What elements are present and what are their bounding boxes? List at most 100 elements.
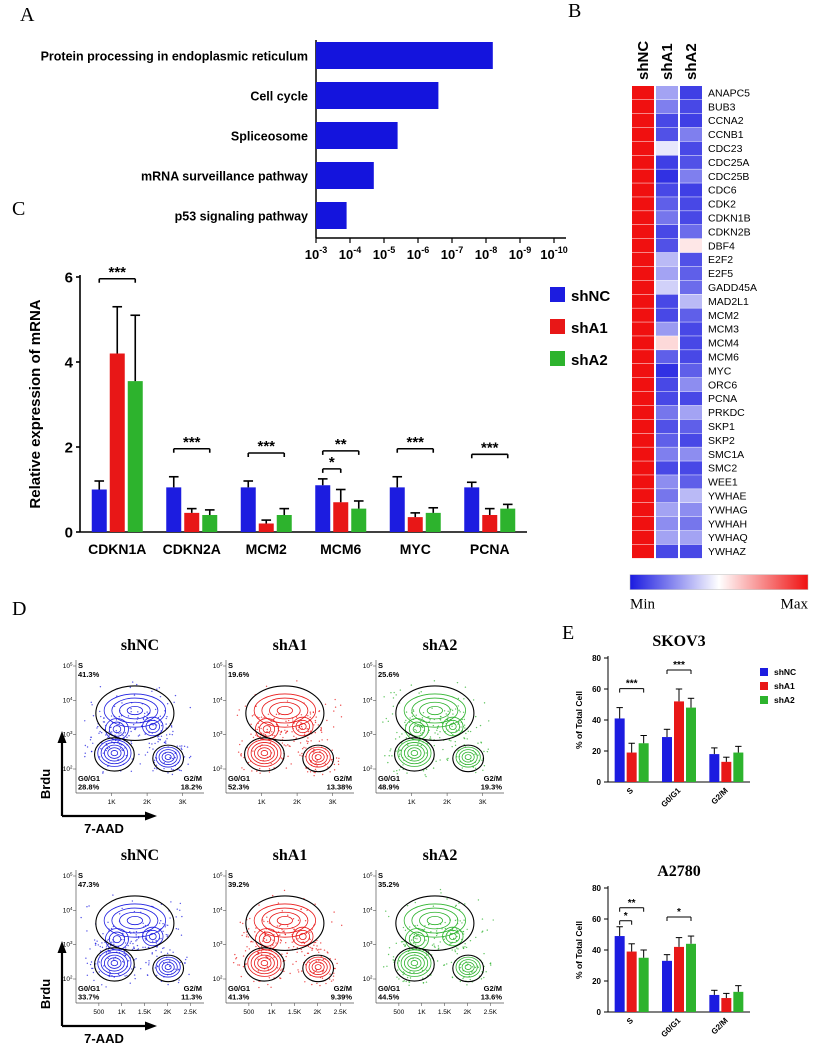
bar-shNC xyxy=(240,487,256,532)
heatmap-row: YWHAE xyxy=(632,489,747,503)
g0g1-gate-label: G0/G1 xyxy=(78,984,100,993)
sig-stars: *** xyxy=(183,434,201,451)
sig-stars: * xyxy=(329,454,335,471)
category-label: PCNA xyxy=(470,541,510,557)
category-label: CDKN2A xyxy=(163,541,221,557)
heatmap-row: CDK2 xyxy=(632,197,736,211)
heatmap-row: YWHAG xyxy=(632,503,748,517)
flow-y-tick-label: 102 xyxy=(63,765,73,774)
flow-y-tick-label: 105 xyxy=(63,662,73,671)
x-tick-label: 10-9 xyxy=(509,245,531,262)
legend-swatch-shA1 xyxy=(760,682,768,690)
panel-a-label: A xyxy=(20,4,35,26)
heatmap-cell xyxy=(656,461,678,475)
gene-label: YWHAH xyxy=(708,518,747,530)
y-tick-label: 4 xyxy=(65,354,74,371)
gene-label: YWHAE xyxy=(708,491,747,503)
gene-label: MCM2 xyxy=(708,310,739,322)
flow-y-tick-label: 103 xyxy=(363,730,373,739)
heatmap-cell xyxy=(632,169,654,183)
heatmap-cell xyxy=(656,308,678,322)
y-tick-label: 0 xyxy=(65,524,73,541)
bar-shA1 xyxy=(109,353,125,532)
bar-shNC xyxy=(662,960,672,1012)
scatter-dots xyxy=(232,889,343,989)
gene-label: MCM6 xyxy=(708,352,739,364)
s-gate-percent: 35.2% xyxy=(378,880,400,889)
heatmap-row: E2F5 xyxy=(632,266,733,281)
heatmap-cell xyxy=(656,405,678,420)
gene-label: SMC2 xyxy=(708,463,737,475)
heatmap-cell xyxy=(656,169,678,183)
heatmap-cell xyxy=(656,280,678,294)
legend-swatch-shNC xyxy=(550,287,565,302)
category-label: MCM2 xyxy=(246,541,287,557)
heatmap-column-header: shNC xyxy=(635,41,652,80)
flow-y-axis-label: Brdu xyxy=(38,769,53,799)
heatmap-cell xyxy=(632,252,654,267)
heatmap-row: PCNA xyxy=(632,391,737,405)
flow-x-tick-label: 3K xyxy=(329,799,338,806)
bar-shA1 xyxy=(626,752,637,782)
bar-shA1 xyxy=(626,951,637,1012)
flow-plot-title: shA2 xyxy=(423,847,458,864)
heatmap-cell xyxy=(656,475,678,489)
bar-shA2 xyxy=(202,515,218,532)
g2m-gate-percent: 9.39% xyxy=(331,993,353,1002)
g2m-gate-percent: 19.3% xyxy=(481,783,503,792)
panel-d-label: D xyxy=(12,598,27,620)
y-tick-label: 40 xyxy=(592,716,601,725)
heatmap-cell xyxy=(680,461,702,475)
heatmap-cell xyxy=(680,489,702,503)
g2m-gate-label: G2/M xyxy=(334,984,352,993)
flow-x-tick-label: 2K xyxy=(443,799,452,806)
heatmap-cell xyxy=(632,238,654,253)
s-gate-label: S xyxy=(378,871,383,880)
heatmap-cell xyxy=(680,503,702,517)
heatmap-cell xyxy=(632,113,654,128)
chart-title: A2780 xyxy=(657,863,701,880)
bar-shA1 xyxy=(721,761,732,782)
heatmap-row: PRKDC xyxy=(632,405,745,420)
sig-stars: *** xyxy=(673,660,685,671)
heatmap-cell xyxy=(632,211,654,225)
bar-shNC xyxy=(709,754,720,782)
flow-y-tick-label: 102 xyxy=(363,975,373,984)
colorbar-min-label: Min xyxy=(630,597,656,613)
y-tick-label: 60 xyxy=(592,915,601,924)
legend-label-shNC: shNC xyxy=(774,667,796,677)
bar-shNC xyxy=(315,485,331,532)
heatmap-cell xyxy=(680,266,702,281)
heatmap-row: CDC6 xyxy=(632,183,737,197)
heatmap-row: WEE1 xyxy=(632,475,738,489)
bar-shA1 xyxy=(482,515,498,532)
s-gate-label: S xyxy=(78,661,83,670)
flow-y-tick-label: 102 xyxy=(213,765,223,774)
legend-label-shA1: shA1 xyxy=(571,320,608,337)
heatmap-row: CDC23 xyxy=(632,141,743,155)
heatmap-cell xyxy=(656,322,678,336)
g0g1-gate-percent: 48.9% xyxy=(378,783,400,792)
heatmap-cell xyxy=(680,447,702,461)
pathway-label: Protein processing in endoplasmic reticu… xyxy=(41,50,308,64)
heatmap-cell xyxy=(680,405,702,420)
heatmap-cell xyxy=(632,294,654,308)
gene-label: DBF4 xyxy=(708,240,735,252)
gate-g2m xyxy=(152,744,185,773)
y-tick-label: 6 xyxy=(65,269,73,286)
heatmap-cell xyxy=(656,544,678,559)
gate-g0g1 xyxy=(394,947,435,982)
heatmap-cell xyxy=(632,475,654,489)
heatmap-cell xyxy=(680,197,702,211)
x-tick-label: 10-5 xyxy=(373,245,395,262)
heatmap-cell xyxy=(680,225,702,239)
heatmap-cell xyxy=(656,364,678,378)
flow-x-tick-label: 3K xyxy=(479,799,488,806)
category-label: G2/M xyxy=(710,1016,730,1036)
gate-s xyxy=(95,685,175,742)
gate-g2m xyxy=(302,954,335,983)
heatmap-cell xyxy=(656,516,678,531)
gate-s xyxy=(245,685,325,742)
sig-stars: *** xyxy=(108,264,126,281)
